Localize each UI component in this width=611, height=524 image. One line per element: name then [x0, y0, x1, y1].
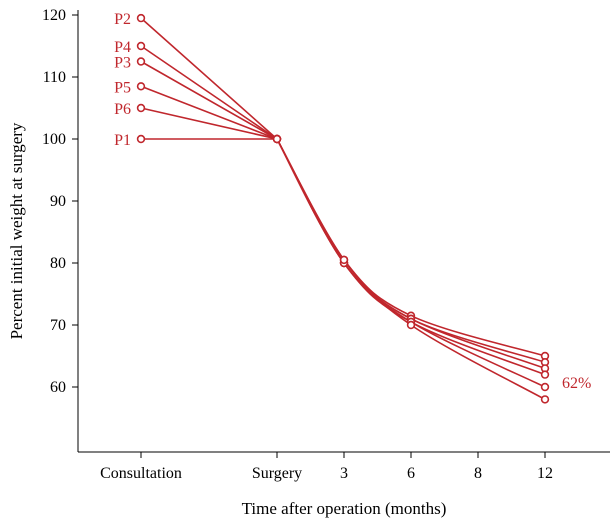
- y-axis-title: Percent initial weight at surgery: [7, 122, 26, 339]
- y-tick-label: 120: [42, 7, 66, 24]
- x-tick-label: Surgery: [252, 465, 302, 482]
- series-line-p5: [140, 85, 546, 376]
- data-point: [540, 370, 550, 379]
- data-point: [136, 82, 146, 91]
- data-point: [540, 395, 550, 404]
- data-point: [136, 41, 146, 51]
- x-tick-label: 12: [537, 465, 553, 482]
- data-point: [136, 134, 146, 144]
- x-axis-title: Time after operation (months): [242, 499, 447, 518]
- series-label-p6: P6: [114, 101, 131, 118]
- data-point: [339, 255, 349, 265]
- y-tick-label: 80: [50, 255, 66, 272]
- series-label-p1: P1: [114, 132, 131, 149]
- series-line-p1: [141, 138, 546, 401]
- y-tick-label: 110: [43, 69, 66, 86]
- x-tick-label: Consultation: [100, 465, 182, 482]
- series-lines: [140, 17, 546, 401]
- data-point: [136, 57, 146, 66]
- series-line-p3: [140, 60, 546, 370]
- final-annotation: 62%: [562, 375, 591, 392]
- y-ticks: 60 70 80 90 100 110 120: [42, 7, 78, 396]
- data-point: [540, 382, 550, 392]
- axes: [77, 10, 610, 453]
- data-point: [406, 320, 416, 330]
- x-ticks: Consultation Surgery 3 6 8 12: [100, 452, 553, 482]
- x-tick-label: 8: [474, 465, 482, 482]
- y-tick-label: 100: [42, 131, 66, 148]
- data-point: [272, 134, 282, 144]
- y-tick-label: 90: [50, 193, 66, 210]
- x-tick-label: 6: [407, 465, 415, 482]
- series-line-p2: [140, 17, 546, 357]
- series-label-p2: P2: [114, 11, 131, 28]
- x-tick-label: 3: [340, 465, 348, 482]
- series-label-p3: P3: [114, 55, 131, 72]
- series-points: [136, 13, 550, 404]
- series-label-p4: P4: [114, 39, 131, 56]
- data-point: [136, 103, 146, 113]
- y-tick-label: 60: [50, 379, 66, 396]
- series-label-p5: P5: [114, 79, 131, 96]
- series-line-p4: [140, 45, 546, 363]
- data-point: [136, 13, 146, 23]
- y-tick-label: 70: [50, 317, 66, 334]
